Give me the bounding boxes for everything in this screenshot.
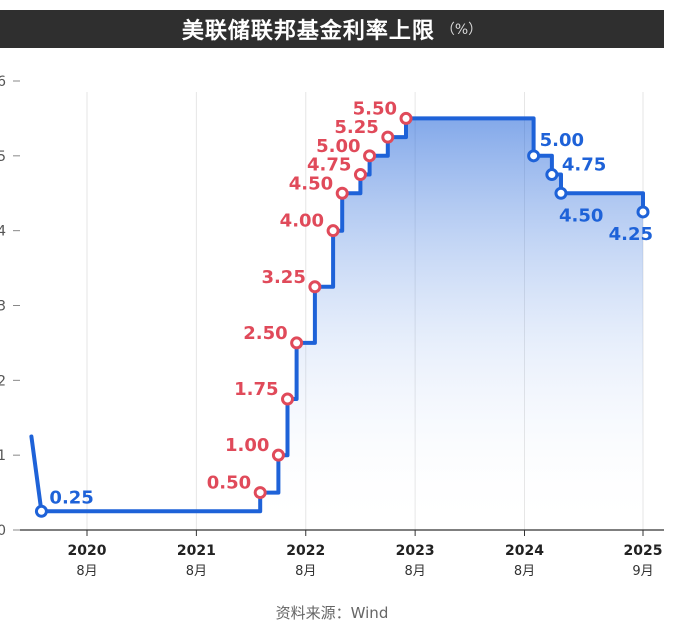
rate-marker [381,130,395,144]
x-tick-month: 8月 [514,564,535,579]
y-tick-label: 5 [0,149,6,165]
rate-marker [363,149,377,163]
x-tick-year: 2021 [177,543,216,559]
rate-data-label: 4.75 [562,155,606,176]
rate-marker [527,149,541,163]
chart-title: 美联储联邦基金利率上限 [181,19,435,44]
y-tick-label: 6 [0,74,6,90]
x-tick-year: 2022 [286,543,325,559]
rate-data-label: 1.75 [234,379,278,400]
rate-marker [636,205,650,219]
chart-title-bar: 美联储联邦基金利率上限 （%） [0,10,664,48]
rate-marker [281,392,295,406]
rate-data-label: 4.25 [609,224,653,245]
y-tick-label: 4 [0,224,6,240]
chart-title-unit: （%） [440,22,483,38]
rate-data-label: 2.50 [243,323,287,344]
rate-data-label: 5.25 [334,117,378,138]
y-tick-label: 0 [0,523,6,539]
rate-data-label: 3.25 [261,267,305,288]
source-note: 资料来源：Wind [275,604,389,622]
rate-data-label: 5.50 [353,98,397,119]
rate-data-label: 5.00 [316,136,360,157]
rate-data-label: 0.25 [49,487,93,508]
rate-area-fill [31,118,643,531]
rate-data-label: 0.50 [207,473,251,494]
rate-marker [271,448,285,462]
rate-data-label: 4.50 [559,205,603,226]
rate-marker [326,224,340,238]
rate-marker [554,186,568,200]
x-tick-year: 2023 [396,543,435,559]
rate-marker [253,486,267,500]
rate-data-label: 4.75 [307,155,351,176]
rate-marker [353,168,367,182]
x-tick-month: 8月 [404,564,425,579]
rate-data-label: 1.00 [225,435,269,456]
x-tick-month: 8月 [186,564,207,579]
x-tick-month: 9月 [632,564,653,579]
rate-marker [34,504,48,518]
rate-marker [545,168,559,182]
x-tick-year: 2024 [505,543,544,559]
y-tick-label: 2 [0,373,6,389]
rate-marker [335,186,349,200]
y-tick-label: 1 [0,448,6,464]
x-tick-year: 2020 [68,543,107,559]
rate-data-label: 4.50 [289,173,333,194]
rate-marker [308,280,322,294]
x-tick-year: 2025 [624,543,663,559]
x-tick-month: 8月 [295,564,316,579]
rate-marker [399,111,413,125]
rate-marker [290,336,304,350]
y-tick-label: 3 [0,299,6,315]
rate-data-label: 5.00 [540,130,584,151]
rate-data-label: 4.00 [280,211,324,232]
x-tick-month: 8月 [76,564,97,579]
